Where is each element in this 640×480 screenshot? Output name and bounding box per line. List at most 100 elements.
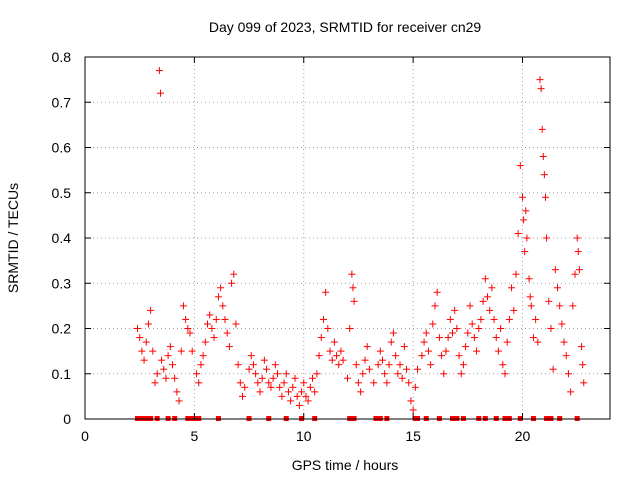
- data-point: [184, 325, 192, 332]
- data-point: [431, 302, 439, 310]
- data-point: [466, 302, 474, 310]
- data-point: [175, 397, 183, 405]
- data-point: [494, 347, 502, 355]
- data-point: [527, 302, 535, 310]
- data-point: [306, 383, 314, 391]
- y-tick-label: 0.4: [52, 230, 72, 246]
- data-point: [337, 347, 345, 355]
- data-point: [490, 315, 498, 323]
- data-point: [142, 338, 150, 346]
- data-point: [508, 284, 516, 292]
- data-point: [354, 379, 362, 387]
- data-point: [514, 229, 522, 237]
- data-point: [539, 153, 547, 161]
- data-point: [164, 352, 172, 360]
- data-point: [219, 302, 227, 310]
- data-point: [344, 374, 351, 382]
- data-point: [418, 352, 426, 360]
- data-point: [247, 352, 255, 360]
- data-point: [249, 361, 257, 369]
- data-point: [503, 338, 511, 346]
- data-point: [221, 315, 229, 323]
- data-point: [433, 288, 441, 296]
- data-point: [537, 85, 545, 93]
- data-point: [289, 383, 297, 391]
- data-point: [317, 334, 325, 342]
- data-point: [193, 370, 201, 378]
- data-point: [560, 338, 568, 346]
- data-point: [501, 370, 509, 378]
- data-point: [160, 365, 168, 373]
- data-point: [236, 379, 244, 387]
- data-point: [144, 320, 152, 328]
- data-point: [276, 383, 284, 391]
- data-point: [529, 334, 537, 342]
- data-point: [558, 320, 566, 328]
- data-point: [534, 338, 542, 346]
- data-point: [335, 361, 343, 369]
- data-point: [554, 284, 561, 292]
- data-point: [147, 306, 155, 314]
- data-point: [302, 392, 310, 400]
- data-point: [398, 374, 406, 382]
- data-point: [453, 325, 461, 332]
- data-point: [166, 343, 174, 351]
- x-tick-label: 15: [405, 428, 421, 444]
- data-point: [556, 302, 564, 310]
- data-point: [357, 388, 365, 396]
- data-point: [214, 293, 222, 301]
- data-point: [333, 352, 341, 360]
- data-point: [304, 397, 312, 405]
- x-tick-label: 10: [296, 428, 312, 444]
- data-point: [499, 361, 507, 369]
- data-point: [403, 365, 411, 373]
- data-point: [199, 352, 207, 360]
- data-point: [326, 347, 334, 355]
- data-point: [298, 388, 306, 396]
- y-tick-label: 0.7: [52, 94, 72, 110]
- data-point: [424, 347, 432, 355]
- data-point: [309, 374, 316, 382]
- data-point: [136, 334, 144, 342]
- data-point: [578, 343, 586, 351]
- data-point: [376, 347, 384, 355]
- y-tick-label: 0.5: [52, 185, 72, 201]
- x-tick-label: 20: [515, 428, 531, 444]
- data-point: [280, 379, 288, 387]
- data-point: [538, 125, 546, 133]
- data-point: [204, 320, 211, 328]
- data-point: [396, 361, 404, 369]
- data-point: [374, 361, 382, 369]
- data-point: [232, 320, 240, 328]
- data-point: [473, 347, 481, 355]
- data-point: [225, 343, 233, 351]
- data-point: [411, 383, 419, 391]
- data-point: [208, 325, 216, 332]
- data-point: [182, 315, 190, 323]
- chart-title: Day 099 of 2023, SRMTID for receiver cn2…: [209, 19, 482, 35]
- data-point: [322, 288, 330, 296]
- data-point: [488, 284, 496, 292]
- data-point: [492, 334, 500, 342]
- data-point: [352, 361, 360, 369]
- data-point: [349, 284, 357, 292]
- data-point: [188, 347, 196, 355]
- data-point: [195, 379, 203, 387]
- data-point: [444, 334, 452, 342]
- data-point: [153, 370, 161, 378]
- data-point: [569, 302, 577, 310]
- data-point: [516, 162, 524, 170]
- data-point: [442, 347, 450, 355]
- data-point: [522, 207, 530, 215]
- data-point: [523, 234, 531, 242]
- data-point: [484, 293, 491, 301]
- data-point: [394, 370, 402, 378]
- data-point: [379, 356, 386, 364]
- data-point: [311, 388, 319, 396]
- data-point: [169, 361, 176, 369]
- data-point: [455, 352, 463, 360]
- data-point: [263, 365, 271, 373]
- data-point: [134, 325, 141, 332]
- data-point: [486, 306, 494, 314]
